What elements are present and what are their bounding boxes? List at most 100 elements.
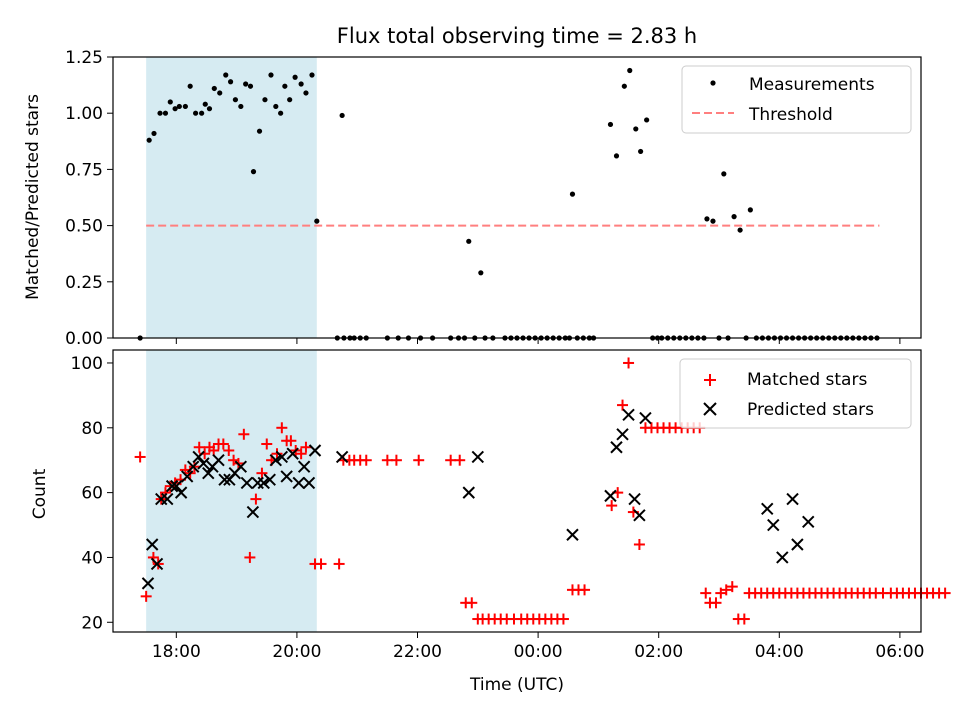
matched-star-point [276,422,288,434]
x-tick-label: 04:00 [755,642,804,662]
y-tick-label: 20 [81,613,103,633]
ratio-y-axis: 0.00 0.25 0.50 0.75 1.00 1.25 [65,48,113,349]
matched-star-point [295,448,307,460]
predicted-stars-points [141,408,815,590]
measurement-point [644,117,650,123]
measurement-point [157,110,163,116]
predicted-star-point [234,460,248,473]
measurement-point [721,171,727,177]
measurement-point [227,79,234,85]
predicted-star-point [767,518,780,532]
measurement-point [193,110,199,116]
measurement-point [282,83,288,89]
predicted-star-point [161,492,174,506]
matched-star-point [193,441,205,453]
measurement-point [633,126,639,132]
matched-star-point [557,613,569,625]
measurement-point [731,214,737,220]
matched-star-point [710,597,722,609]
predicted-star-point [791,538,804,551]
measurement-point [167,99,173,105]
predicted-star-point [302,476,316,490]
measurement-point [243,81,249,87]
predicted-star-point [145,538,159,551]
predicted-star-point [218,473,231,486]
matched-star-point [738,613,750,625]
predicted-star-point [633,509,646,522]
predicted-star-point [471,450,485,464]
ratio-legend-box [681,65,912,134]
legend-matched-label: Matched stars [747,370,867,390]
matched-star-point [261,438,273,450]
x-tick-label: 00:00 [514,642,563,662]
measurement-point [262,97,268,103]
predicted-star-point [180,470,194,483]
measurement-point [182,103,188,110]
measurement-point [211,85,217,92]
ratio-plot-frame [112,56,922,339]
x-tick-label: 20:00 [272,642,321,662]
measurement-point [187,83,193,89]
predicted-star-point [165,479,179,493]
predicted-star-point [604,489,617,503]
measurement-point [247,83,254,89]
legend-matched-marker [704,374,716,386]
matched-star-point [606,500,618,512]
legend-measurement-marker [710,80,716,86]
measurement-point [569,191,576,197]
matched-star-point [466,597,478,609]
measurement-point [704,216,710,222]
count-shaded-span [146,350,317,632]
count-legend: Matched stars Predicted stars [679,358,912,429]
predicted-star-point [292,476,305,490]
predicted-star-point [170,479,183,493]
measurement-point [303,90,309,96]
matched-star-point [617,399,629,411]
matched-star-point [360,454,372,466]
matched-star-point [390,454,402,466]
predicted-star-point [802,515,815,529]
matched-star-point [315,558,327,570]
x-tick-label: 06:00 [875,642,924,662]
measurement-point [268,72,274,78]
measurement-point [162,110,169,116]
measurement-point [627,67,633,74]
measurement-point [638,148,644,155]
count-x-axis: 18:00 20:00 22:00 00:00 02:00 04:00 06:00 [152,632,924,662]
predicted-star-point [263,473,276,486]
measurement-point [217,90,223,96]
predicted-star-point [566,528,579,541]
predicted-star-point [192,450,205,464]
count-y-label: Count [30,468,50,519]
x-tick-label: 18:00 [152,642,201,662]
legend-measurements-label: Measurements [749,75,875,95]
matched-star-point [285,435,297,447]
predicted-star-point [616,428,629,441]
predicted-star-point [246,505,260,519]
matched-star-point [217,438,229,450]
count-panel: 20 40 60 80 100 18:00 20:00 22:00 00:00 02:00 04:… [30,349,951,695]
matched-star-point [271,448,283,460]
predicted-star-point [628,492,641,506]
matched-star-point [238,428,250,440]
matched-star-point [134,451,146,463]
matched-star-point [623,357,635,369]
y-tick-label: 40 [81,548,103,568]
measurement-point [232,97,239,103]
matched-star-point [223,444,235,456]
predicted-star-point [141,577,155,590]
matched-star-point [140,590,152,602]
predicted-star-point [280,470,293,483]
matched-star-point [256,467,268,479]
measurement-point [206,106,213,112]
measurement-point [298,81,304,87]
predicted-star-point [462,486,475,499]
ratio-shaded-span [146,57,317,338]
x-tick-label: 22:00 [393,642,442,662]
measurement-point [607,121,614,128]
matched-star-point [250,493,262,505]
y-tick-label: 0.00 [65,329,103,349]
measurement-point [747,207,753,213]
predicted-star-point [622,408,635,422]
x-tick-label: 02:00 [634,642,683,662]
